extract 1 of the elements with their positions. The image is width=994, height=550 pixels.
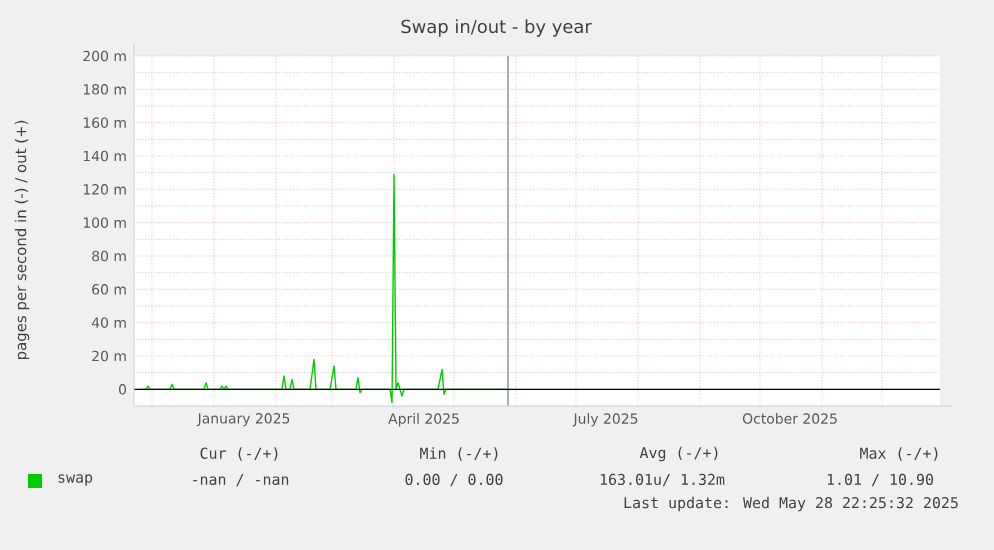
chart-title: Swap in/out - by year (401, 19, 592, 37)
